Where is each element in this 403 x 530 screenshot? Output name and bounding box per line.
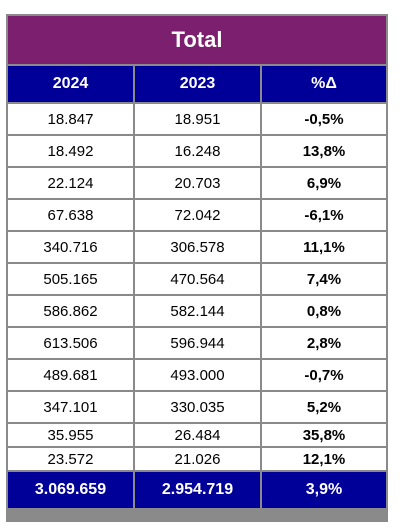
value-2023-cell: 20.703 <box>135 168 260 198</box>
table-row: 347.101 330.035 5,2% <box>8 392 386 422</box>
pct-change-cell: -6,1% <box>262 200 386 230</box>
value-2023-cell: 470.564 <box>135 264 260 294</box>
table-row: 23.572 21.026 12,1% <box>8 448 386 470</box>
value-2023-cell: 26.484 <box>135 424 260 446</box>
value-2024-cell: 489.681 <box>8 360 133 390</box>
table-row: 18.492 16.248 13,8% <box>8 136 386 166</box>
value-2024-cell: 613.506 <box>8 328 133 358</box>
table-title: Total <box>8 16 386 64</box>
value-2024-cell: 18.492 <box>8 136 133 166</box>
value-2024-cell: 586.862 <box>8 296 133 326</box>
table-row: 489.681 493.000 -0,7% <box>8 360 386 390</box>
table-row: 67.638 72.042 -6,1% <box>8 200 386 230</box>
value-2023-cell: 72.042 <box>135 200 260 230</box>
value-2024-cell: 22.124 <box>8 168 133 198</box>
value-2024-cell: 347.101 <box>8 392 133 422</box>
table-row: 505.165 470.564 7,4% <box>8 264 386 294</box>
value-2023-cell: 18.951 <box>135 104 260 134</box>
table-row: 35.955 26.484 35,8% <box>8 424 386 446</box>
value-2024-cell: 340.716 <box>8 232 133 262</box>
pct-change-cell: 0,8% <box>262 296 386 326</box>
value-2023-cell: 21.026 <box>135 448 260 470</box>
header-2024: 2024 <box>8 66 133 102</box>
table-frame: Total 2024 2023 %Δ 18.847 18.951 -0,5% 18.4… <box>6 14 388 522</box>
table-row: 22.124 20.703 6,9% <box>8 168 386 198</box>
pct-change-cell: -0,5% <box>262 104 386 134</box>
table-row: 613.506 596.944 2,8% <box>8 328 386 358</box>
value-2023-cell: 16.248 <box>135 136 260 166</box>
value-2023-cell: 306.578 <box>135 232 260 262</box>
pct-change-cell: 13,8% <box>262 136 386 166</box>
header-row: 2024 2023 %Δ <box>8 66 386 102</box>
total-pct-change-cell: 3,9% <box>262 472 386 508</box>
pct-change-cell: 2,8% <box>262 328 386 358</box>
total-row: 3.069.659 2.954.719 3,9% <box>8 472 386 508</box>
value-2024-cell: 18.847 <box>8 104 133 134</box>
pct-change-cell: 11,1% <box>262 232 386 262</box>
value-2024-cell: 67.638 <box>8 200 133 230</box>
value-2024-cell: 35.955 <box>8 424 133 446</box>
header-2023: 2023 <box>135 66 260 102</box>
value-2024-cell: 23.572 <box>8 448 133 470</box>
pct-change-cell: -0,7% <box>262 360 386 390</box>
total-2023-cell: 2.954.719 <box>135 472 260 508</box>
table-row: 18.847 18.951 -0,5% <box>8 104 386 134</box>
table-row: 586.862 582.144 0,8% <box>8 296 386 326</box>
pct-change-cell: 35,8% <box>262 424 386 446</box>
header-pct-change: %Δ <box>262 66 386 102</box>
table-inner: Total 2024 2023 %Δ 18.847 18.951 -0,5% 18.4… <box>8 16 386 520</box>
pct-change-cell: 7,4% <box>262 264 386 294</box>
pct-change-cell: 6,9% <box>262 168 386 198</box>
value-2023-cell: 493.000 <box>135 360 260 390</box>
value-2023-cell: 582.144 <box>135 296 260 326</box>
pct-change-cell: 5,2% <box>262 392 386 422</box>
table-body: 18.847 18.951 -0,5% 18.492 16.248 13,8% 22.124… <box>8 104 386 508</box>
data-table: 2024 2023 %Δ 18.847 18.951 -0,5% 18.492 16.2… <box>6 64 388 510</box>
value-2024-cell: 505.165 <box>8 264 133 294</box>
total-2024-cell: 3.069.659 <box>8 472 133 508</box>
value-2023-cell: 330.035 <box>135 392 260 422</box>
pct-change-cell: 12,1% <box>262 448 386 470</box>
table-row: 340.716 306.578 11,1% <box>8 232 386 262</box>
value-2023-cell: 596.944 <box>135 328 260 358</box>
